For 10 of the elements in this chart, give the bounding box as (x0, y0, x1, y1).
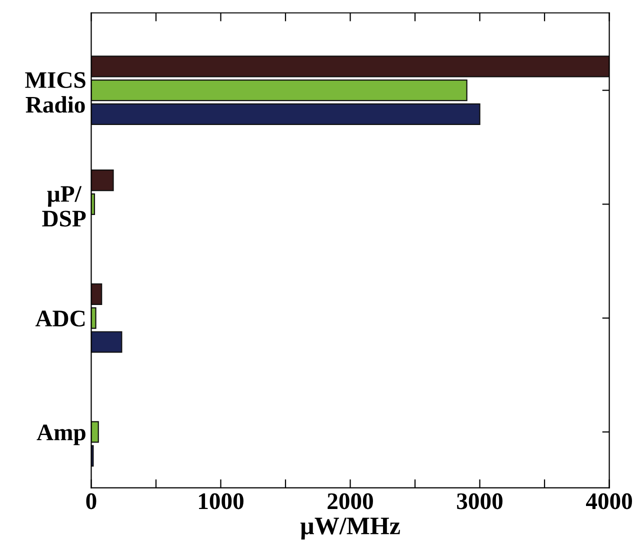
y-tick-label: ADC (35, 310, 85, 327)
x-tick-label: 3000 (457, 493, 502, 510)
x-tick-label: 2000 (328, 493, 373, 510)
x-tick-label: 1000 (199, 493, 244, 510)
x-axis-title: µW/MHz (300, 518, 400, 540)
x-tick-label: 0 (86, 493, 96, 510)
y-tick-label: µP/ DSP (42, 186, 86, 227)
y-tick-label: MICS Radio (25, 72, 86, 113)
y-tick-label: Amp (36, 424, 86, 446)
x-tick-label: 4000 (586, 493, 632, 510)
